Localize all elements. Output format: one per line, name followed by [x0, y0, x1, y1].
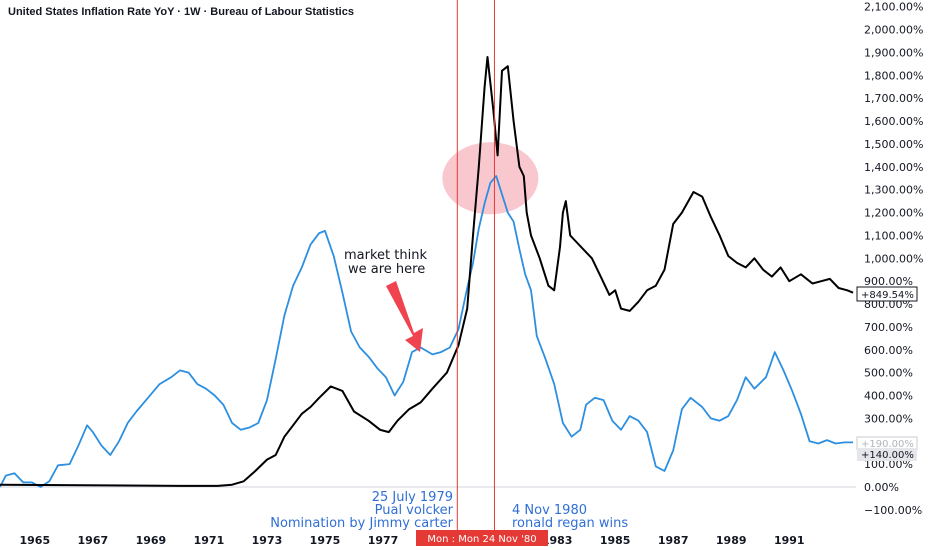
y-tick-label: 1,400.00%	[864, 161, 923, 174]
series-line-blue	[0, 175, 854, 488]
y-tick-label: 1,700.00%	[864, 92, 923, 105]
y-tick-label: 1,200.00%	[864, 207, 923, 220]
last-value-blue: +140.00%	[861, 450, 914, 461]
y-tick-label: 1,600.00%	[864, 115, 923, 128]
highlight-circle	[442, 142, 539, 215]
annotation-reagan-date: 4 Nov 1980	[512, 503, 587, 518]
x-tick-label: 1985	[600, 534, 631, 547]
y-tick-label: 1,500.00%	[864, 138, 923, 151]
y-tick-label: 600.00%	[864, 344, 913, 357]
last-value-tag-blue	[857, 448, 917, 461]
y-tick-label: 400.00%	[864, 390, 913, 403]
last-value-tag-black	[856, 286, 918, 302]
x-tick-label: 1971	[194, 534, 225, 547]
x-tick-label: 1983	[542, 534, 573, 547]
y-tick-label: 1,000.00%	[864, 252, 923, 265]
x-tick-label: 1991	[774, 534, 805, 547]
y-tick-label: 900.00%	[864, 275, 913, 288]
y-tick-label: 700.00%	[864, 321, 913, 334]
y-tick-label: 1,900.00%	[864, 46, 923, 59]
chart-title: United States Inflation Rate YoY · 1W · …	[8, 6, 354, 18]
series-layer	[0, 56, 854, 488]
x-tick-label: 1969	[136, 534, 167, 547]
last-value-ghost: +190.00%	[861, 439, 914, 450]
cursor-date-label: Mon : Mon 24 Nov '80	[427, 534, 536, 545]
y-tick-label: 100.00%	[864, 458, 913, 471]
market-note-line-2: we are here	[348, 262, 425, 277]
annotation-volcker-nomination: Nomination by Jimmy carter	[270, 516, 453, 531]
market-arrow	[386, 281, 423, 352]
x-tick-label: 1987	[658, 534, 689, 547]
x-axis: 1965 1967 1969 1971 1973 1975 1977 1983 1985 1987…	[20, 534, 805, 547]
annotation-reagan-wins: ronald regan wins	[512, 516, 628, 531]
annotation-volcker-name: Pual volcker	[375, 503, 454, 518]
last-value-black: +849.54%	[861, 290, 914, 301]
y-tick-label: −100.00%	[864, 504, 922, 517]
market-note-line-1: market think	[344, 248, 427, 263]
y-tick-label: 2,100.00%	[864, 1, 923, 14]
x-tick-label: 1989	[716, 534, 747, 547]
cursor-date-tag	[416, 530, 548, 546]
x-tick-label: 1967	[78, 534, 109, 547]
y-tick-label: 1,100.00%	[864, 229, 923, 242]
annotation-volcker-date: 25 July 1979	[372, 490, 453, 505]
y-tick-label: 1,800.00%	[864, 69, 923, 82]
y-axis: 2,100.00% 2,000.00% 1,900.00% 1,800.00% 1,70…	[0, 1, 923, 517]
y-tick-label: 300.00%	[864, 412, 913, 425]
y-tick-label: 1,300.00%	[864, 184, 923, 197]
series-line-black	[0, 56, 854, 487]
x-tick-label: 1975	[310, 534, 341, 547]
y-tick-label: 500.00%	[864, 367, 913, 380]
x-tick-label: 1973	[252, 534, 283, 547]
x-tick-label: 1965	[20, 534, 51, 547]
y-tick-label: 2,000.00%	[864, 24, 923, 37]
x-tick-label: 1977	[368, 534, 399, 547]
y-tick-label: 0.00%	[864, 481, 899, 494]
